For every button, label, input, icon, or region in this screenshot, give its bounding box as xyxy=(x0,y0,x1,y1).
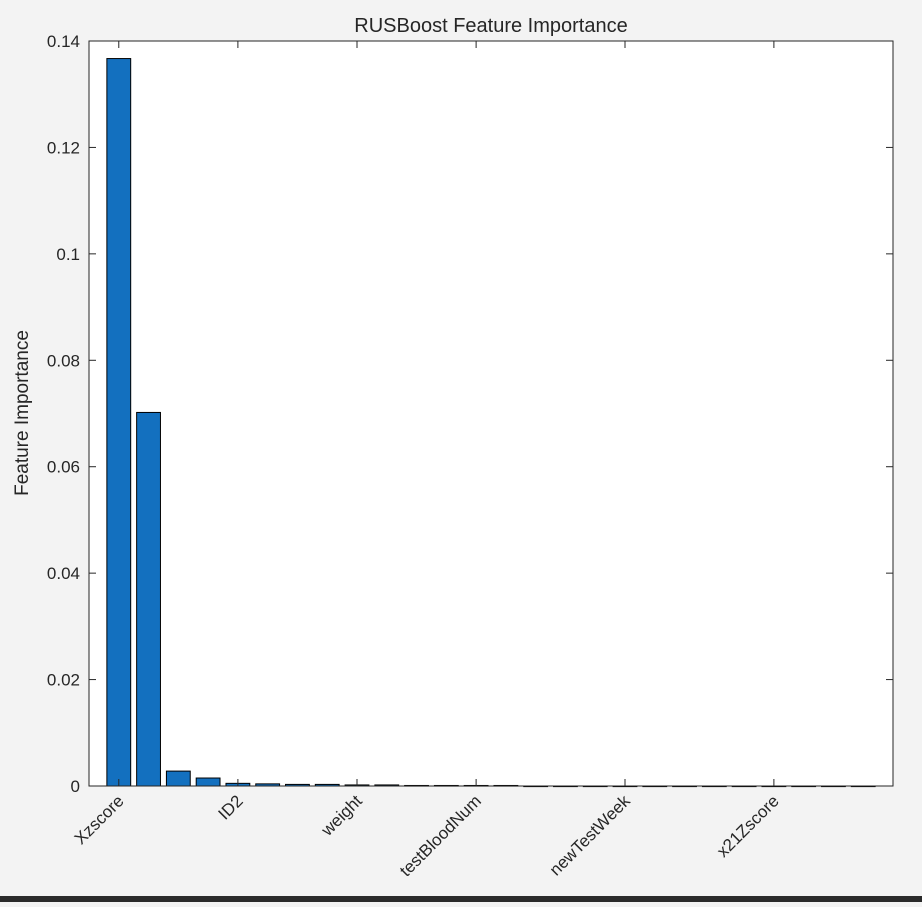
y-tick-label: 0.1 xyxy=(56,245,80,264)
y-tick-label: 0.04 xyxy=(47,564,80,583)
bar xyxy=(195,777,221,787)
bottom-strip xyxy=(0,896,922,902)
bar xyxy=(165,770,191,787)
y-tick-label: 0.02 xyxy=(47,671,80,690)
chart-title: RUSBoost Feature Importance xyxy=(354,15,627,37)
x-tick-label: ID2 xyxy=(215,791,247,823)
y-tick-label: 0.08 xyxy=(47,351,80,370)
x-tick-label: newTestWeek xyxy=(546,791,634,879)
y-tick-label: 0.06 xyxy=(47,458,80,477)
x-tick-label: testBloodNum xyxy=(396,791,485,880)
y-tick-label: 0.14 xyxy=(47,32,80,51)
plot-area xyxy=(89,41,893,786)
axes-box xyxy=(88,40,894,787)
bar xyxy=(136,411,161,787)
y-tick-label: 0.12 xyxy=(47,138,80,157)
x-tick-label: weight xyxy=(317,791,366,840)
bar xyxy=(106,58,132,787)
x-tick-label: x21Zscore xyxy=(713,791,783,861)
y-axis-label: Feature Importance xyxy=(12,330,33,496)
y-tick-label: 0 xyxy=(71,777,80,796)
x-tick-label: Xzscore xyxy=(71,791,128,848)
